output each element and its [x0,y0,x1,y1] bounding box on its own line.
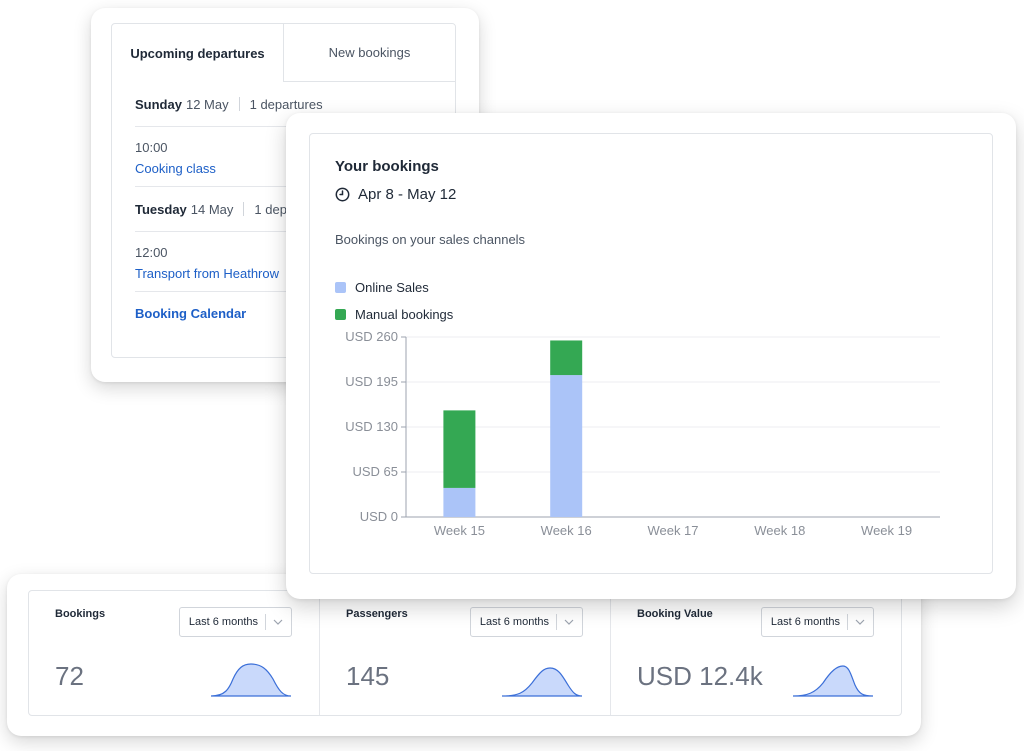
bar-segment [443,487,476,517]
bookings-panel: Your bookings Apr 8 - May 12 Bookings on… [309,133,993,574]
clock-icon [335,187,350,202]
stat-value: 72 [55,661,84,691]
tab-upcoming-departures[interactable]: Upcoming departures [130,45,265,61]
card-subtitle: Bookings on your sales channels [335,232,526,247]
stat-value: 145 [346,661,390,691]
legend-item: Online Sales [335,274,453,301]
y-tick-label: USD 260 [345,329,398,344]
chevron-down-icon [564,617,574,628]
x-tick-label: Week 18 [754,523,805,538]
bookings-bar-chart: USD 0 USD 65 USD 130 USD 195 USD 260 Week 15 W… [345,329,940,538]
stats-card: Bookings Last 6 months 72 Passengers Las… [7,574,921,736]
period-select[interactable]: Last 6 months [760,607,874,637]
x-tick-label: Week 17 [647,523,698,538]
bar-segment [550,375,583,517]
sparkline [793,665,873,697]
divider [243,202,245,216]
period-select[interactable]: Last 6 months [178,607,292,637]
y-tick-label: USD 0 [360,509,398,524]
bar-segment [550,340,583,376]
x-tick-label: Week 16 [541,523,592,538]
departures-panel: Upcoming departures New bookings Sunday … [111,23,456,358]
chevron-down-icon [855,617,865,628]
divider [556,614,557,630]
stat-title: Booking Value [637,608,713,620]
chart-legend: Online Sales Manual bookings [335,274,453,328]
departure-time: 12:00 [135,245,168,260]
day-date: 14 May [190,201,234,217]
day-name: Tuesday [135,201,187,217]
stat-booking-value: Booking Value Last 6 months USD 12.4k [610,591,901,715]
chevron-down-icon [273,617,283,628]
stat-value: USD 12.4k [637,661,763,691]
y-tick-label: USD 130 [345,419,398,434]
divider [238,97,240,111]
x-tick-label: Week 15 [434,523,485,538]
day-name: Sunday [135,96,182,112]
departure-count: 1 departures [249,96,323,112]
bar-segment [443,410,476,488]
date-range: Apr 8 - May 12 [335,186,456,203]
departure-item: 10:00 Cooking class [135,127,432,187]
card-title: Your bookings [335,158,439,175]
legend-label: Online Sales [355,280,429,295]
day-date: 12 May [185,96,229,112]
divider [847,614,848,630]
y-tick-label: USD 65 [352,464,398,479]
x-tick-label: Week 19 [861,523,912,538]
period-select[interactable]: Last 6 months [469,607,583,637]
legend-label: Manual bookings [355,307,454,322]
booking-calendar-link[interactable]: Booking Calendar [135,306,247,321]
departure-item: 12:00 Transport from Heathrow [135,232,432,292]
legend-swatch [335,309,346,320]
legend-swatch [335,282,346,293]
stats-panel: Bookings Last 6 months 72 Passengers Las… [28,590,902,716]
tab-new-bookings[interactable]: New bookings [283,24,455,82]
period-value: Last 6 months [188,616,258,628]
period-value: Last 6 months [770,616,840,628]
stat-title: Bookings [55,608,106,620]
y-tick-label: USD 195 [345,374,398,389]
your-bookings-card: Your bookings Apr 8 - May 12 Bookings on… [286,113,1016,599]
sparkline [211,663,291,697]
departures-tabs: Upcoming departures New bookings [112,24,455,82]
date-range-text: Apr 8 - May 12 [358,186,457,203]
legend-item: Manual bookings [335,301,453,328]
divider [265,614,266,630]
stat-passengers: Passengers Last 6 months 145 [319,591,610,715]
sparkline [502,667,582,697]
stat-title: Passengers [346,608,408,620]
departure-link[interactable]: Cooking class [135,161,216,176]
departure-time: 10:00 [135,140,168,155]
stat-bookings: Bookings Last 6 months 72 [29,591,319,715]
period-value: Last 6 months [479,616,549,628]
departure-link[interactable]: Transport from Heathrow [135,266,280,281]
day-header: Sunday 12 May 1 departures [135,82,432,127]
